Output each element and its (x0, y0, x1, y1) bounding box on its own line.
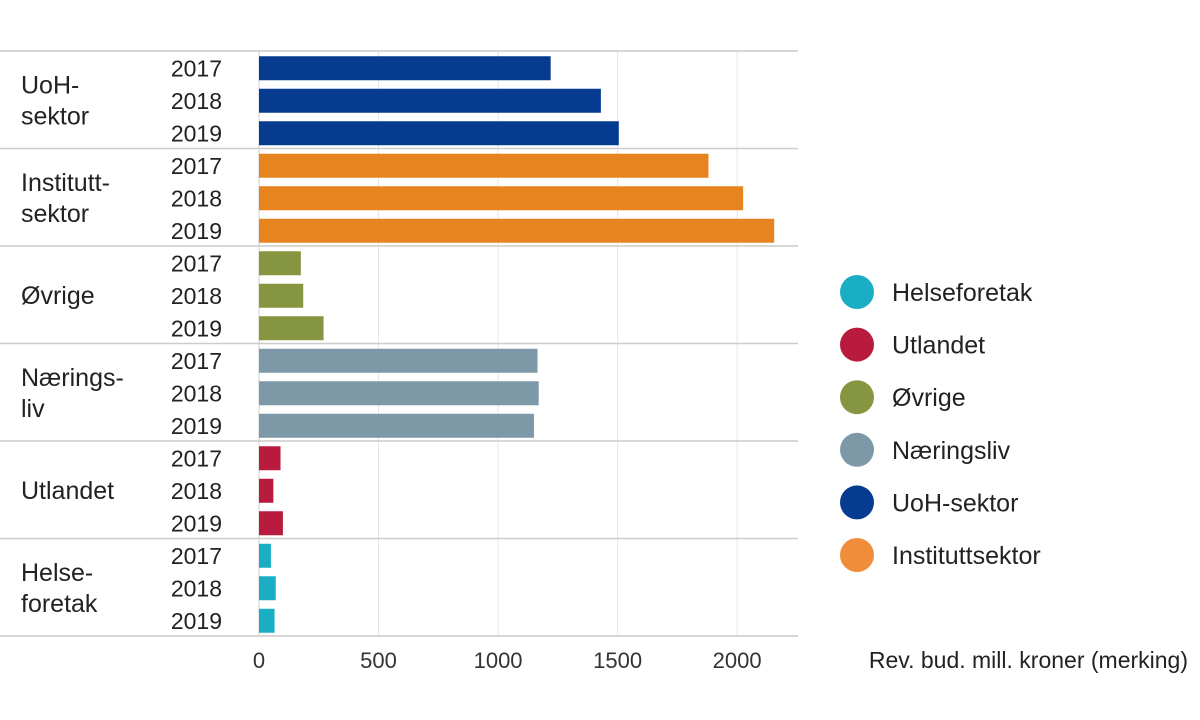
bar-UoH-sektor-2018 (259, 88, 601, 113)
year-label: 2019 (171, 413, 222, 439)
year-label: 2019 (171, 315, 222, 341)
group-label: UoH- (21, 71, 79, 99)
group-label: foretak (21, 590, 98, 618)
bar-Næringsliv-2018 (259, 381, 539, 406)
bar-UoH-sektor-2017 (259, 56, 551, 81)
group-label: liv (21, 395, 45, 423)
year-label: 2018 (171, 185, 222, 211)
year-label: 2018 (171, 575, 222, 601)
bar-Næringsliv-2017 (259, 348, 538, 373)
x-axis-title: Rev. bud. mill. kroner (merking) (869, 647, 1188, 673)
legend-swatch-Helseforetak (840, 275, 874, 309)
bar-Utlandet-2019 (259, 511, 283, 536)
x-tick-label: 1500 (593, 648, 642, 673)
legend-swatch-Utlandet (840, 327, 874, 362)
group-label: sektor (21, 102, 89, 130)
legend-label: Øvrige (892, 384, 966, 412)
group-label: Nærings- (21, 364, 124, 392)
bar-Øvrige-2017 (259, 251, 301, 276)
legend-swatch-Øvrige (840, 380, 874, 415)
group-label: Helse- (21, 559, 93, 587)
year-label: 2017 (171, 250, 222, 276)
bar-Utlandet-2018 (259, 478, 274, 503)
year-label: 2019 (171, 510, 222, 536)
bar-Øvrige-2018 (259, 283, 304, 308)
year-label: 2017 (171, 543, 222, 569)
legend-label: Næringsliv (892, 437, 1011, 465)
x-tick-label: 1000 (474, 648, 523, 673)
group-label: Institutt- (21, 169, 110, 197)
legend-label: UoH-sektor (892, 489, 1018, 517)
year-label: 2017 (171, 445, 222, 471)
bar-Utlandet-2017 (259, 446, 281, 471)
x-tick-label: 0 (253, 648, 265, 673)
bar-Instituttsektor-2019 (259, 218, 775, 243)
year-label: 2019 (171, 218, 222, 244)
year-label: 2018 (171, 88, 222, 114)
legend-swatch-Næringsliv (840, 432, 874, 467)
legend: Helseforetak Utlandet Øvrige Næringsliv UoH-… (840, 275, 1041, 572)
bar-Øvrige-2019 (259, 316, 324, 341)
group-label: Øvrige (21, 282, 95, 310)
legend-label: Instituttsektor (892, 542, 1041, 570)
x-tick-label: 2000 (713, 648, 762, 673)
bar-Helseforetak-2019 (259, 608, 275, 633)
category-labels: UoH-sektor 2017 2018 2019 Institutt-sektor 20… (21, 55, 222, 634)
bar-Helseforetak-2017 (259, 543, 271, 568)
year-label: 2019 (171, 608, 222, 634)
legend-label: Utlandet (892, 332, 985, 360)
year-label: 2018 (171, 478, 222, 504)
bar-Instituttsektor-2017 (259, 153, 709, 178)
year-label: 2019 (171, 120, 222, 146)
bar-Helseforetak-2018 (259, 576, 276, 601)
x-axis-ticks: 0 500 1000 1500 2000 (253, 648, 762, 673)
bar-UoH-sektor-2019 (259, 121, 619, 146)
year-label: 2018 (171, 380, 222, 406)
legend-label: Helseforetak (892, 279, 1033, 307)
year-label: 2017 (171, 348, 222, 374)
bar-Næringsliv-2019 (259, 413, 534, 438)
group-label: sektor (21, 200, 89, 228)
legend-swatch-Instituttsektor (840, 538, 874, 572)
year-label: 2017 (171, 153, 222, 179)
x-tick-label: 500 (360, 648, 397, 673)
year-label: 2018 (171, 283, 222, 309)
legend-swatch-UoH-sektor (840, 485, 874, 520)
bars (259, 56, 775, 633)
bar-Instituttsektor-2018 (259, 186, 744, 211)
year-label: 2017 (171, 55, 222, 81)
group-label: Utlandet (21, 477, 114, 505)
group-separators (0, 50, 798, 637)
